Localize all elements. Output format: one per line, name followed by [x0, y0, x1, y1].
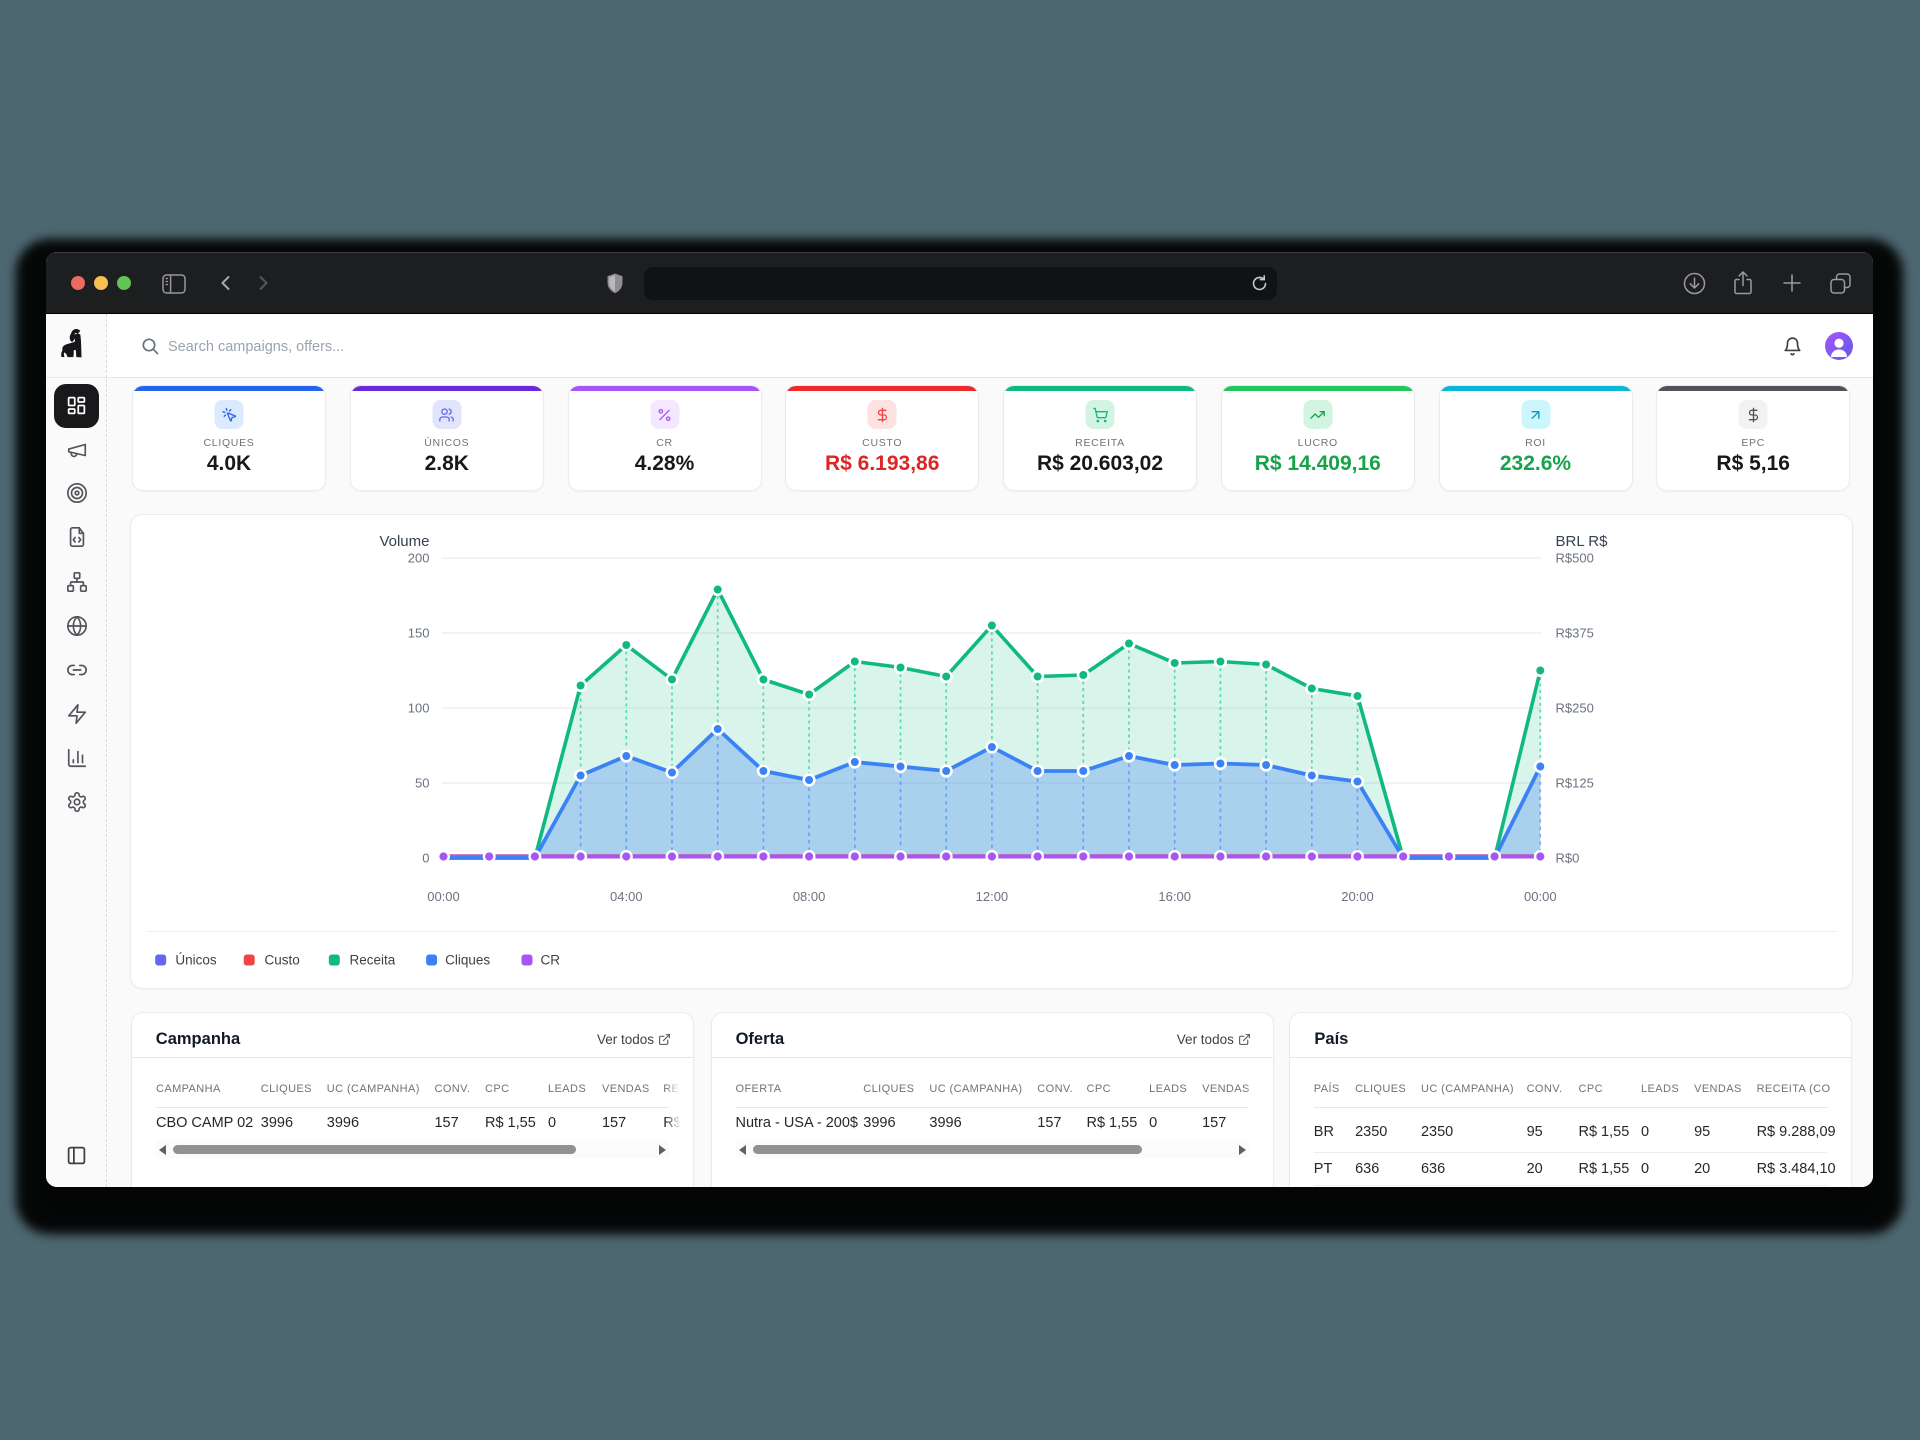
svg-text:BRL R$: BRL R$ — [1556, 533, 1609, 550]
svg-text:R$0: R$0 — [1556, 851, 1580, 866]
svg-text:12:00: 12:00 — [976, 889, 1009, 904]
svg-text:R$125: R$125 — [1556, 776, 1594, 791]
svg-text:00:00: 00:00 — [427, 889, 460, 904]
svg-text:Volume: Volume — [379, 533, 429, 550]
svg-text:16:00: 16:00 — [1158, 889, 1191, 904]
svg-text:Custo: Custo — [265, 953, 300, 968]
svg-text:100: 100 — [408, 701, 430, 716]
svg-text:04:00: 04:00 — [610, 889, 643, 904]
svg-text:Cliques: Cliques — [445, 953, 490, 968]
svg-text:Receita: Receita — [350, 953, 396, 968]
svg-text:R$375: R$375 — [1556, 626, 1594, 641]
svg-text:150: 150 — [408, 626, 430, 641]
svg-text:Únicos: Únicos — [175, 953, 217, 968]
svg-text:200: 200 — [408, 551, 430, 566]
svg-text:CR: CR — [541, 953, 561, 968]
svg-text:0: 0 — [422, 851, 429, 866]
svg-text:R$250: R$250 — [1556, 701, 1594, 716]
svg-text:20:00: 20:00 — [1341, 889, 1374, 904]
svg-text:00:00: 00:00 — [1524, 889, 1557, 904]
svg-text:R$500: R$500 — [1556, 551, 1594, 566]
svg-text:50: 50 — [415, 776, 429, 791]
svg-text:08:00: 08:00 — [793, 889, 826, 904]
